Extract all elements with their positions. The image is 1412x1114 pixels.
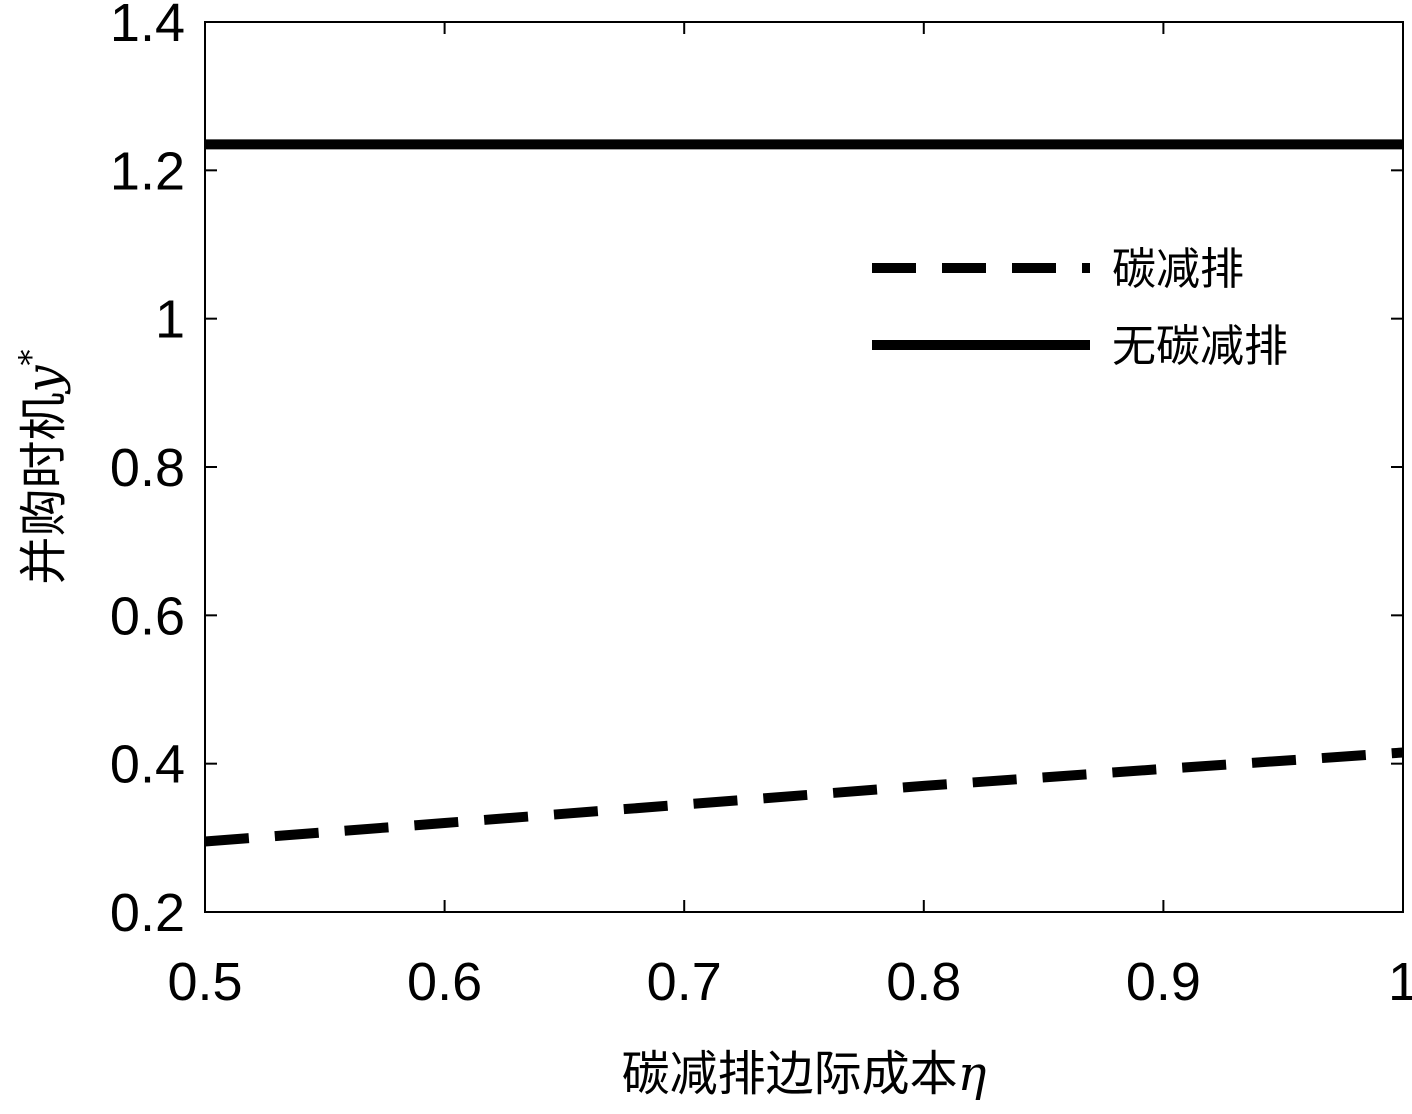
x-tick-label: 0.6 [407,952,482,1012]
legend-label-solid: 无碳减排 [1112,321,1288,372]
legend-label-dashed: 碳减排 [1112,244,1244,295]
y-tick-label: 0.4 [110,735,185,795]
y-axis-label-superscript: * [12,349,50,365]
x-tick-label: 0.5 [167,952,242,1012]
x-tick-label: 1 [1388,952,1412,1012]
y-tick-label: 0.8 [110,438,185,498]
y-axis-label-text: 并购时机 [16,393,72,585]
series-dashed-line [204,747,1404,847]
y-tick-label: 0.6 [110,586,185,646]
y-tick-label: 1.2 [110,141,185,201]
x-tick-labels: 0.5 0.6 0.7 0.8 0.9 1 [167,952,1412,1012]
y-tick-label: 1.4 [110,0,185,53]
y-tick-label: 1 [155,290,185,350]
y-axis-label: 并购时机y* [12,349,72,584]
x-axis-label-text: 碳减排边际成本 [622,1046,958,1102]
x-tick-label: 0.8 [886,952,961,1012]
plot-area [204,139,1404,847]
y-axis-label-symbol: y [16,365,72,395]
legend: 碳减排 无碳减排 [872,244,1288,372]
x-axis-label: 碳减排边际成本η [622,1046,987,1102]
plot-frame [204,21,1404,913]
x-axis-label-symbol: η [958,1046,987,1102]
x-tick-label: 0.7 [647,952,722,1012]
tick-marks [204,21,1404,913]
y-tick-label: 0.2 [110,883,185,943]
x-tick-label: 0.9 [1126,952,1201,1012]
y-tick-labels: 0.2 0.4 0.6 0.8 1 1.2 1.4 [110,0,185,943]
